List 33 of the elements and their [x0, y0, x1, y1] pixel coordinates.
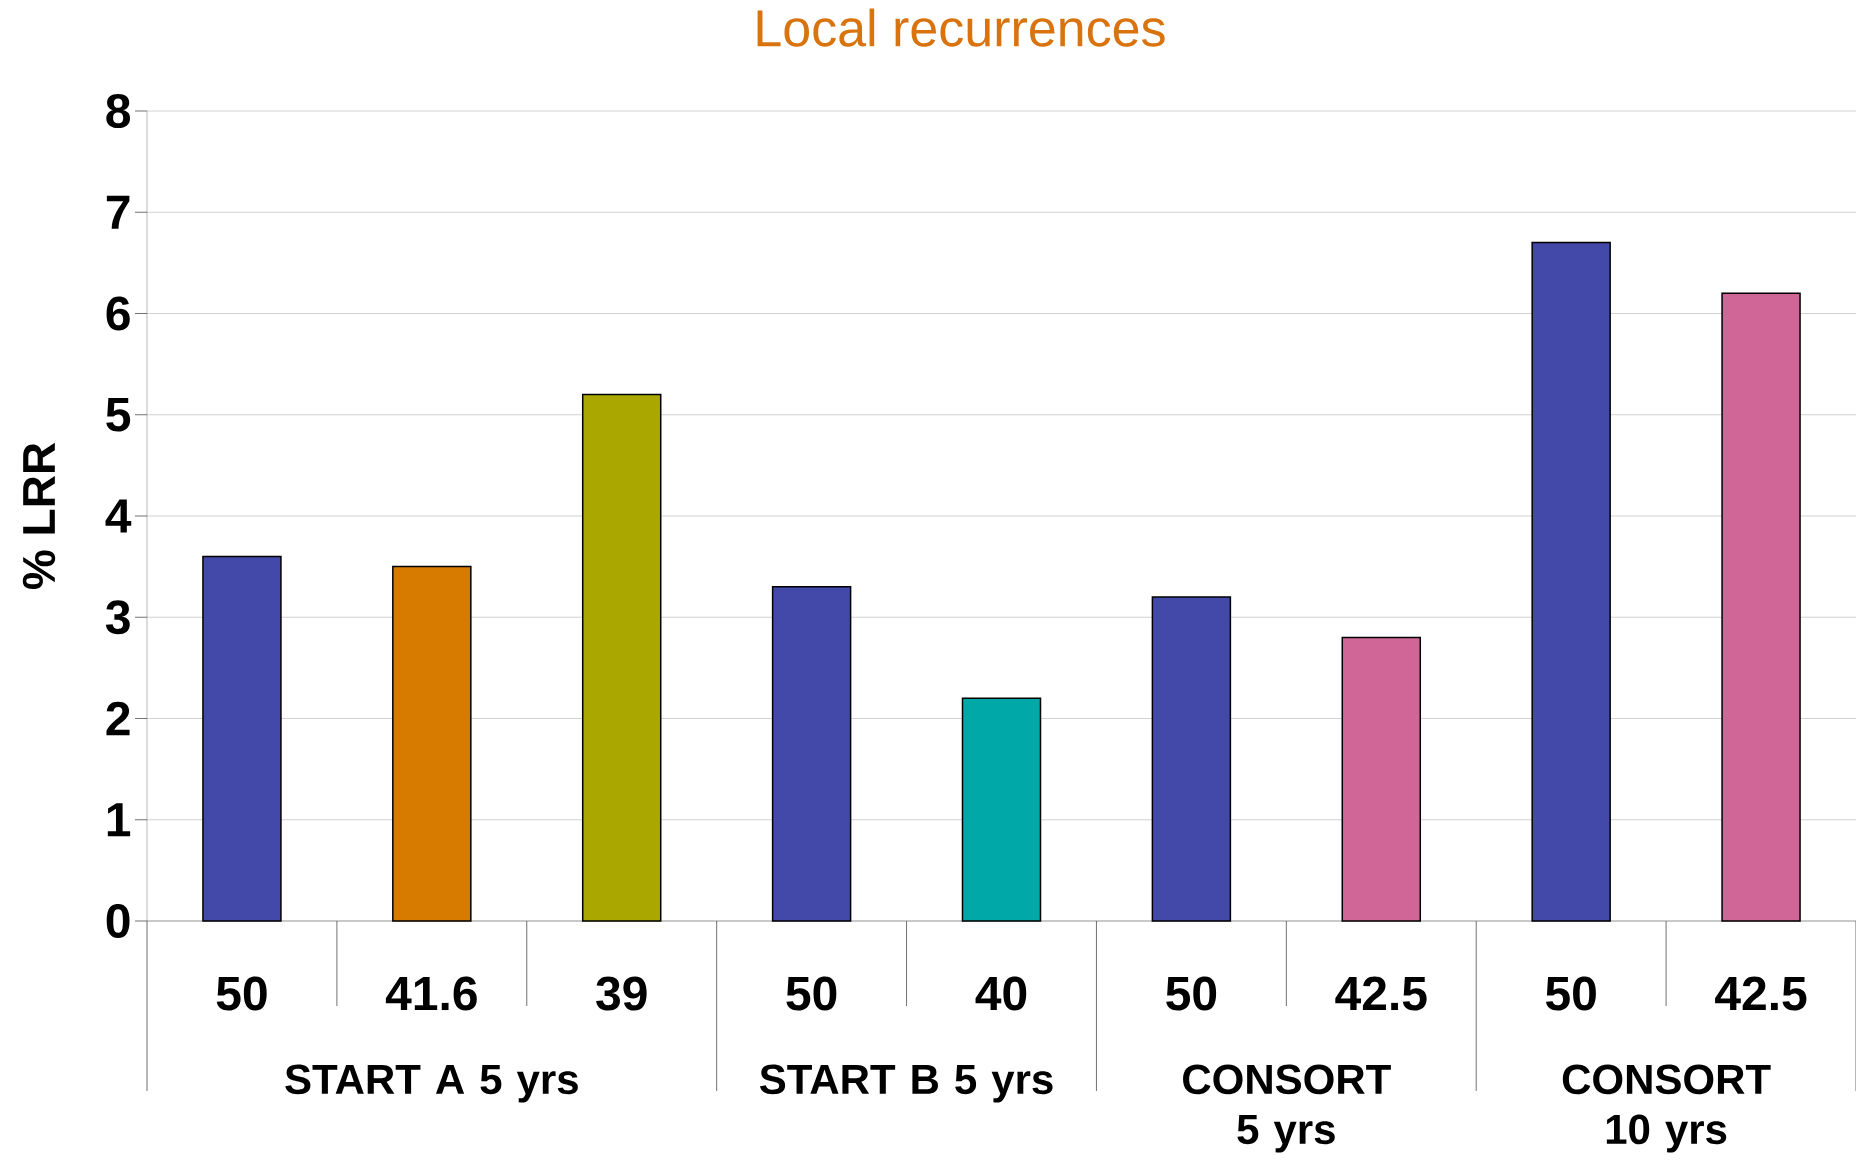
bar [1721, 292, 1801, 922]
bar [581, 393, 662, 922]
y-tick-label: 0 [106, 904, 130, 938]
y-tick-label: 2 [106, 701, 130, 736]
bar [1151, 596, 1232, 922]
chart-title: Local recurrences [757, 8, 1165, 47]
bar [771, 586, 852, 922]
x-tick-label: 39 [596, 976, 647, 1011]
x-tick-label: 50 [216, 976, 267, 1011]
x-tick-label: 50 [1166, 976, 1217, 1011]
text: CONSORT 10 yrs [1562, 1064, 1771, 1153]
y-tick-label: 4 [105, 499, 132, 533]
y-axis-title: % LRR [22, 442, 56, 589]
text: START A 5 yrs [285, 1064, 578, 1103]
bar [1341, 636, 1422, 922]
bar [202, 555, 282, 922]
y-tick-label: 8 [106, 94, 130, 128]
x-tick-label: 42.5 [1715, 976, 1807, 1011]
bar [1531, 241, 1611, 922]
x-tick-label: 42.5 [1335, 976, 1427, 1011]
bar [392, 565, 472, 922]
y-tick-label: 7 [106, 195, 130, 229]
text: CONSORT 5 yrs [1183, 1064, 1391, 1153]
bar [961, 697, 1042, 922]
text: START B 5 yrs [759, 1064, 1053, 1103]
y-tick-label: 5 [106, 397, 131, 432]
y-tick-label: 6 [106, 296, 130, 331]
y-tick-label: 3 [105, 600, 130, 635]
x-tick-label: 41.6 [385, 976, 477, 1011]
y-tick-label: 1 [107, 803, 131, 837]
x-tick-label: 50 [1545, 976, 1596, 1011]
x-tick-label: 50 [786, 976, 837, 1011]
x-tick-label: 40 [975, 976, 1027, 1011]
